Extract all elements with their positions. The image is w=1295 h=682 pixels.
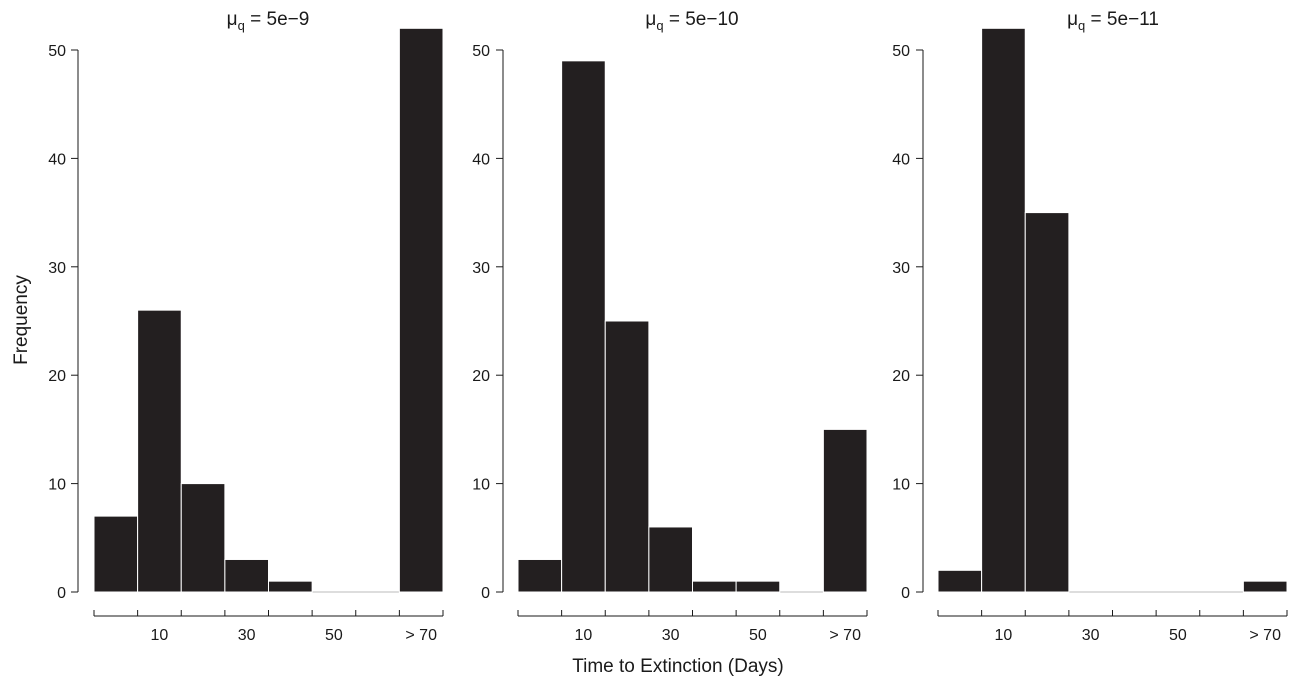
x-tick-label: 50 bbox=[1169, 627, 1187, 644]
y-tick-label: 20 bbox=[892, 368, 910, 385]
y-tick-label: 10 bbox=[48, 477, 66, 494]
title-mu: μ bbox=[1067, 9, 1078, 30]
histogram-bar bbox=[561, 60, 606, 593]
x-tick-label: 50 bbox=[325, 627, 343, 644]
title-value: = 5e−11 bbox=[1085, 9, 1159, 30]
y-tick-label: 0 bbox=[57, 585, 66, 602]
y-tick-label: 40 bbox=[48, 151, 66, 168]
y-tick-label: 30 bbox=[472, 260, 490, 277]
y-tick-label: 40 bbox=[892, 151, 910, 168]
histogram-bar bbox=[937, 569, 983, 593]
y-axis-label: Frequency bbox=[11, 275, 32, 365]
x-tick-label: 30 bbox=[1082, 627, 1100, 644]
panel-title: μq = 5e−11 bbox=[1067, 9, 1159, 33]
histogram-bar bbox=[735, 580, 781, 593]
histogram-bar bbox=[137, 309, 182, 593]
x-tick-label: 10 bbox=[151, 627, 169, 644]
panel-5e-11: μq = 5e−11 0 10 20 30 40 50 10 30 50 > 70 bbox=[892, 9, 1288, 644]
x-tick-label: 30 bbox=[662, 627, 680, 644]
x-tick-label: 10 bbox=[575, 627, 593, 644]
y-tick-label: 30 bbox=[48, 260, 66, 277]
title-mu: μ bbox=[227, 9, 238, 30]
panel-title: μq = 5e−9 bbox=[227, 9, 310, 33]
y-tick-label: 40 bbox=[472, 151, 490, 168]
title-mu: μ bbox=[645, 9, 656, 30]
x-tick-label: 10 bbox=[995, 627, 1013, 644]
histogram-bar bbox=[224, 558, 269, 593]
x-tick-label: > 70 bbox=[1249, 627, 1281, 644]
title-subscript: q bbox=[656, 18, 663, 33]
histogram-bar bbox=[981, 27, 1026, 593]
x-tick-label: > 70 bbox=[829, 627, 861, 644]
x-tick-label: 30 bbox=[238, 627, 256, 644]
histogram-bar bbox=[93, 515, 139, 593]
title-subscript: q bbox=[1078, 18, 1085, 33]
y-tick-label: 0 bbox=[901, 585, 910, 602]
panel-title: μq = 5e−10 bbox=[645, 9, 738, 33]
histogram-bar bbox=[398, 27, 444, 593]
y-tick-label: 10 bbox=[472, 477, 490, 494]
title-value: = 5e−9 bbox=[245, 9, 309, 30]
title-value: = 5e−10 bbox=[664, 9, 739, 30]
y-tick-label: 50 bbox=[472, 43, 490, 60]
histogram-bar bbox=[1024, 212, 1070, 593]
histogram-bar bbox=[517, 558, 563, 593]
x-tick-label: > 70 bbox=[405, 627, 437, 644]
y-tick-label: 30 bbox=[892, 260, 910, 277]
histogram-bar bbox=[822, 428, 868, 593]
y-tick-label: 50 bbox=[892, 43, 910, 60]
histogram-bar bbox=[648, 526, 693, 593]
x-axis-label: Time to Extinction (Days) bbox=[572, 656, 784, 677]
title-subscript: q bbox=[238, 18, 245, 33]
x-tick-label: 50 bbox=[749, 627, 767, 644]
histogram-bar bbox=[180, 483, 226, 593]
y-tick-label: 50 bbox=[48, 43, 66, 60]
panel-5e-9: μq = 5e−9 0 10 20 30 40 50 10 30 50 > 70 bbox=[48, 9, 444, 644]
histogram-bar bbox=[1242, 580, 1288, 593]
histogram-bar bbox=[604, 320, 650, 593]
y-tick-label: 10 bbox=[892, 477, 910, 494]
y-tick-label: 20 bbox=[472, 368, 490, 385]
histogram-bar bbox=[268, 580, 313, 593]
y-tick-label: 0 bbox=[481, 585, 490, 602]
histogram-bar bbox=[692, 580, 737, 593]
panel-5e-10: μq = 5e−10 0 10 20 30 40 50 10 30 50 > 70 bbox=[472, 9, 868, 644]
y-tick-label: 20 bbox=[48, 368, 66, 385]
